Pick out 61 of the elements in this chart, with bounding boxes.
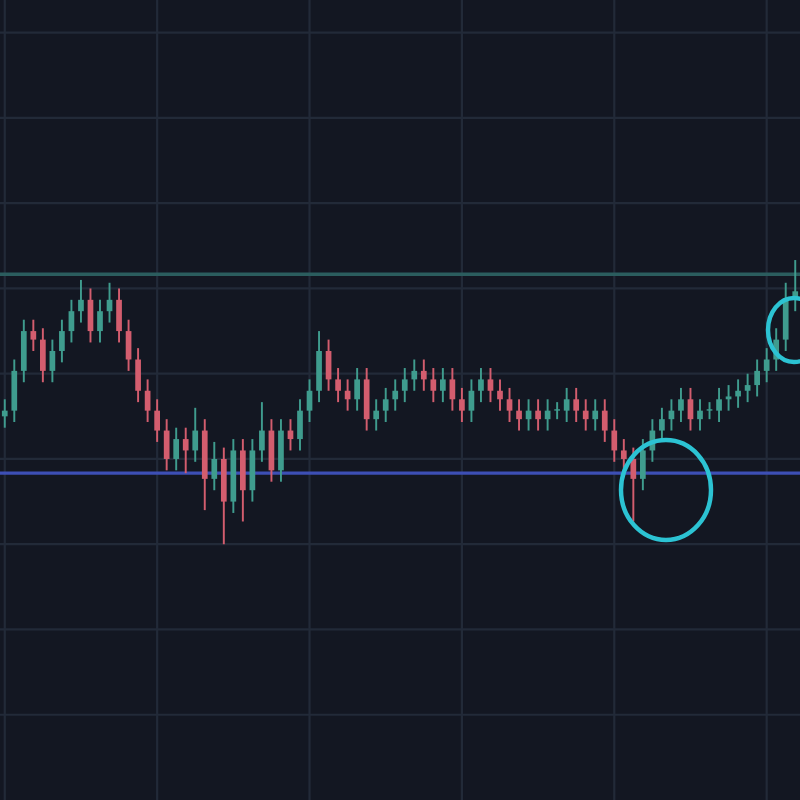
candlestick <box>459 386 465 423</box>
candlestick <box>154 398 160 443</box>
candlestick <box>382 386 389 423</box>
candlestick <box>116 287 122 344</box>
candlestick <box>763 347 770 384</box>
candlestick <box>220 446 227 546</box>
candlestick <box>716 386 722 423</box>
candlestick <box>601 398 608 443</box>
candlestick <box>630 446 637 523</box>
candlestick <box>125 318 132 372</box>
candlestick <box>259 401 265 463</box>
candlestick <box>59 318 65 364</box>
candlestick <box>316 330 322 404</box>
candlestick <box>697 398 703 432</box>
candlestick <box>278 418 284 483</box>
candlestick <box>297 398 303 452</box>
candlestick <box>363 367 370 432</box>
candlestick <box>725 384 732 412</box>
candlestick <box>754 358 760 398</box>
candlestick <box>420 358 427 392</box>
candlestick <box>535 398 541 432</box>
candlestick <box>573 386 580 423</box>
candlestick <box>135 347 141 404</box>
candlestick <box>611 418 618 463</box>
candlestick <box>40 327 46 384</box>
candlestick <box>497 378 503 412</box>
candlestick <box>240 438 246 523</box>
candlestick <box>354 367 360 412</box>
candlestick <box>173 426 180 472</box>
candlestick <box>678 386 684 423</box>
candlestick <box>563 386 570 423</box>
candlestick <box>401 367 408 404</box>
candlestick <box>30 318 37 352</box>
candlestick <box>78 278 84 324</box>
candlestick <box>392 378 399 412</box>
candlestick <box>659 406 665 443</box>
candlestick <box>554 401 560 421</box>
candlestick <box>506 386 513 423</box>
candlestick <box>11 358 18 423</box>
candlestick <box>620 438 627 472</box>
candlestick <box>411 358 418 392</box>
candlestick <box>211 440 218 492</box>
candlestick <box>592 398 599 432</box>
candlestick <box>582 398 589 432</box>
candlestick <box>430 367 437 404</box>
candlestick <box>192 406 199 463</box>
candlestick <box>182 426 189 475</box>
candlestick <box>373 398 380 432</box>
candlestick <box>516 398 522 432</box>
candlestick <box>1 398 8 429</box>
candlestick <box>440 367 446 404</box>
candlestick <box>735 378 741 409</box>
candlestick <box>335 367 341 404</box>
candlestick <box>478 367 484 404</box>
candlestick <box>20 318 27 384</box>
candlestick <box>782 281 789 352</box>
candlestick <box>163 418 170 472</box>
candlestick <box>97 298 103 344</box>
candlestick <box>640 438 646 492</box>
candlestick <box>487 367 494 404</box>
candlestick <box>744 372 751 404</box>
